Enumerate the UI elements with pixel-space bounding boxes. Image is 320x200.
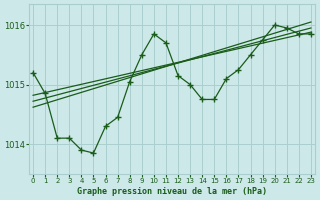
X-axis label: Graphe pression niveau de la mer (hPa): Graphe pression niveau de la mer (hPa)	[77, 187, 267, 196]
